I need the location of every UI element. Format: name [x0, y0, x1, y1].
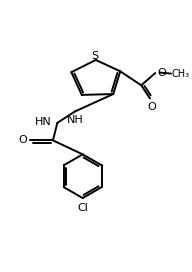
- Text: CH₃: CH₃: [172, 69, 190, 79]
- Text: O: O: [147, 102, 156, 112]
- Text: O: O: [19, 135, 28, 145]
- Text: HN: HN: [34, 117, 51, 127]
- Text: NH: NH: [67, 115, 84, 125]
- Text: S: S: [91, 51, 98, 61]
- Text: Cl: Cl: [77, 203, 88, 213]
- Text: O: O: [158, 67, 167, 78]
